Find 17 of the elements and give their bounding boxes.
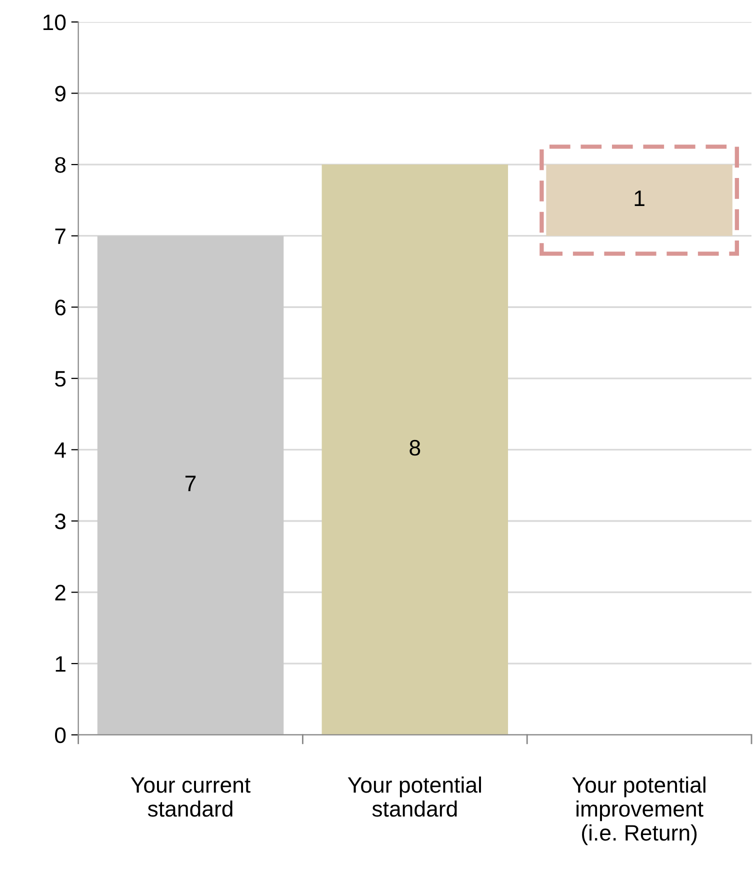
x-tick-label: Your potential improvement (i.e. Return): [572, 776, 706, 846]
y-tick-label: 7: [55, 228, 66, 244]
y-tick-label: 9: [55, 86, 66, 102]
x-tick-label: Your potential standard: [348, 776, 481, 817]
data-label: 7: [185, 476, 196, 492]
y-tick-label: 1: [56, 656, 66, 672]
y-tick-label: 8: [55, 157, 66, 173]
y-tick-label: 10: [43, 14, 66, 30]
data-label: 1: [634, 190, 644, 206]
y-tick-label: 6: [55, 300, 66, 316]
y-tick-label: 3: [54, 514, 66, 530]
x-tick-label: Your current standard: [130, 777, 250, 817]
y-tick-label: 2: [55, 584, 66, 600]
y-tick-label: 4: [54, 442, 66, 458]
y-tick-label: 0: [55, 727, 66, 744]
data-label: 8: [410, 440, 420, 456]
y-tick-label: 5: [55, 371, 66, 387]
